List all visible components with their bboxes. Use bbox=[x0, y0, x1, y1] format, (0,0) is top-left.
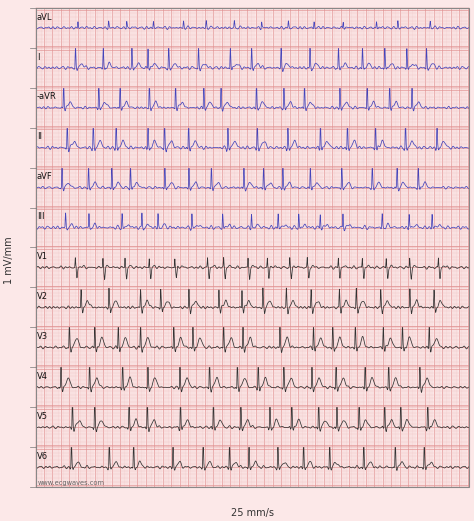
Text: www.ecgwaves.com: www.ecgwaves.com bbox=[38, 480, 105, 486]
Text: 25 mm/s: 25 mm/s bbox=[231, 508, 274, 518]
Text: III: III bbox=[37, 213, 45, 221]
Text: aVL: aVL bbox=[37, 13, 52, 21]
Text: V4: V4 bbox=[37, 372, 48, 381]
Text: V1: V1 bbox=[37, 252, 48, 261]
Text: -aVR: -aVR bbox=[37, 93, 56, 102]
Text: I: I bbox=[37, 53, 39, 61]
Text: V5: V5 bbox=[37, 412, 48, 421]
Text: aVF: aVF bbox=[37, 172, 53, 181]
Text: V6: V6 bbox=[37, 452, 48, 461]
Text: II: II bbox=[37, 132, 42, 141]
Text: V2: V2 bbox=[37, 292, 48, 301]
Text: 1 mV/mm: 1 mV/mm bbox=[4, 237, 15, 284]
Text: V3: V3 bbox=[37, 332, 48, 341]
